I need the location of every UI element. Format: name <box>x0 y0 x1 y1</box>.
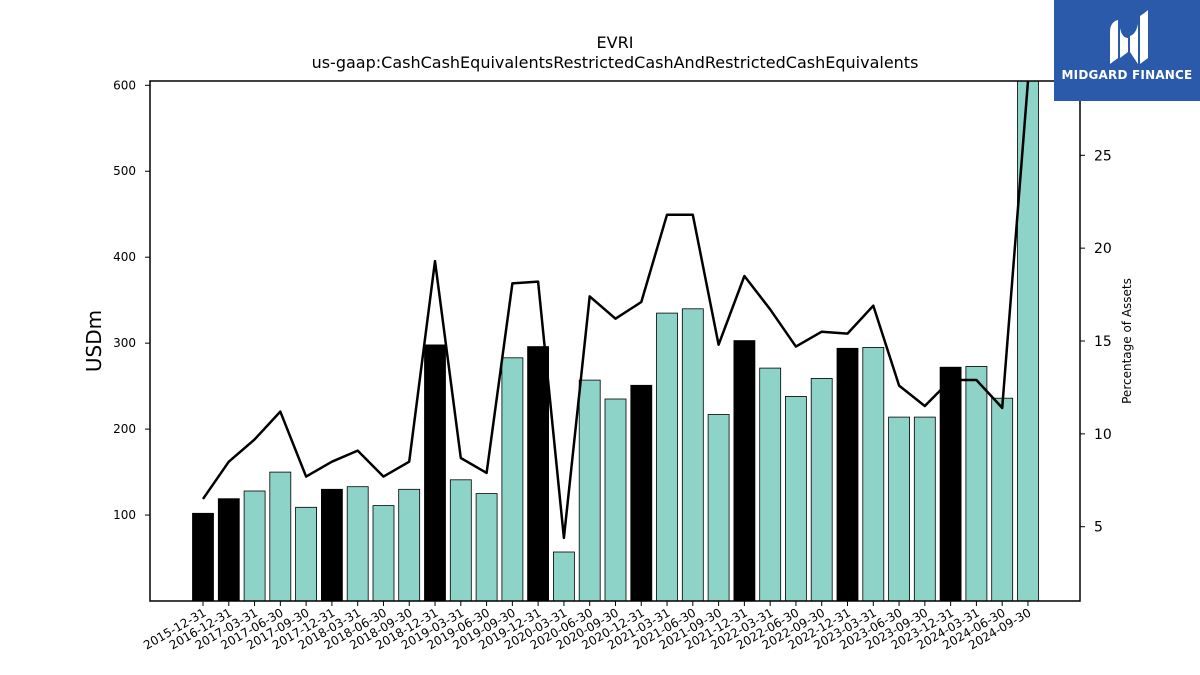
bar-2022-03-31 <box>759 367 782 602</box>
y-axis-label: USDm <box>82 310 106 372</box>
right-axis-ticks: 5 10 15 20 25 <box>1080 148 1112 536</box>
left-axis-ticks: 100 200 300 400 500 600 <box>113 78 150 522</box>
bar-2023-12-31 <box>939 366 962 602</box>
bar-2018-06-30 <box>372 505 395 602</box>
y-tick-label: 300 <box>113 336 136 350</box>
bar-2019-06-30 <box>475 493 498 602</box>
bar-2020-09-30 <box>604 398 627 602</box>
bar-2017-12-31 <box>320 488 343 602</box>
bar-2022-12-31 <box>836 347 859 602</box>
y2-tick-label: 25 <box>1094 148 1112 164</box>
x-axis-ticks: 2015-12-312016-12-312017-03-312017-06-30… <box>141 601 1034 652</box>
bar-2016-12-31 <box>217 498 240 602</box>
logo-text: MIDGARD FINANCE <box>1061 68 1193 82</box>
chart-subtitle: us-gaap:CashCashEquivalentsRestrictedCas… <box>312 53 919 72</box>
percentage-line-series <box>201 80 1030 540</box>
percentage-line <box>201 80 1030 540</box>
y2-tick-label: 20 <box>1094 241 1112 257</box>
bar-2022-06-30 <box>785 395 807 602</box>
bar-2017-03-31 <box>243 490 266 602</box>
bar-2018-03-31 <box>346 486 369 602</box>
bar-2021-06-30 <box>681 308 704 602</box>
bar-2019-03-31 <box>449 479 472 602</box>
y2-tick-label: 15 <box>1094 334 1112 350</box>
bar-2020-12-31 <box>630 384 653 602</box>
bar-2023-09-30 <box>913 416 936 602</box>
bar-2021-09-30 <box>707 414 730 602</box>
y-tick-label: 200 <box>113 422 136 436</box>
bar-2017-06-30 <box>269 471 292 602</box>
bar-2023-06-30 <box>888 416 910 602</box>
bar-2023-03-31 <box>862 346 885 602</box>
y-tick-label: 100 <box>113 508 136 522</box>
y-tick-label: 400 <box>113 250 136 264</box>
bar-2021-03-31 <box>656 312 678 602</box>
bar-2017-09-30 <box>295 506 318 602</box>
bar-series <box>192 80 1039 602</box>
y-tick-label: 600 <box>113 78 136 92</box>
y2-axis-label: Percentage of Assets <box>1120 278 1134 404</box>
bar-2018-12-31 <box>424 344 446 602</box>
bar-2024-06-30 <box>991 397 1014 602</box>
bar-2018-09-30 <box>398 488 421 602</box>
y-tick-label: 500 <box>113 164 136 178</box>
bar-2019-12-31 <box>527 346 549 602</box>
y2-tick-label: 5 <box>1094 520 1103 536</box>
chart-title: EVRI <box>597 33 634 52</box>
bar-2021-12-31 <box>733 340 756 602</box>
y2-tick-label: 10 <box>1094 427 1112 443</box>
bar-2024-03-31 <box>965 365 988 602</box>
bar-2020-03-31 <box>553 551 575 602</box>
bar-2020-06-30 <box>578 379 601 602</box>
midgard-logo-icon <box>1110 10 1148 64</box>
bar-2019-09-30 <box>501 357 524 602</box>
bar-2022-09-30 <box>810 377 833 602</box>
bar-2015-12-31 <box>192 512 214 602</box>
midgard-finance-logo: MIDGARD FINANCE <box>1054 0 1200 101</box>
